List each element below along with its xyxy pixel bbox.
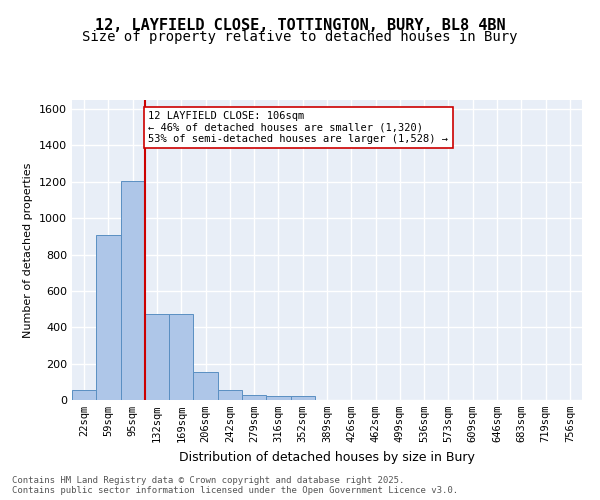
- Bar: [266, 396, 290, 400]
- Y-axis label: Number of detached properties: Number of detached properties: [23, 162, 34, 338]
- Bar: [242, 395, 266, 400]
- Text: Size of property relative to detached houses in Bury: Size of property relative to detached ho…: [82, 30, 518, 44]
- Bar: [121, 181, 145, 400]
- Bar: [96, 234, 121, 400]
- Text: 12 LAYFIELD CLOSE: 106sqm
← 46% of detached houses are smaller (1,320)
53% of se: 12 LAYFIELD CLOSE: 106sqm ← 46% of detac…: [149, 111, 449, 144]
- Bar: [169, 314, 193, 400]
- Bar: [218, 390, 242, 400]
- Bar: [145, 314, 169, 400]
- X-axis label: Distribution of detached houses by size in Bury: Distribution of detached houses by size …: [179, 450, 475, 464]
- Text: Contains HM Land Registry data © Crown copyright and database right 2025.
Contai: Contains HM Land Registry data © Crown c…: [12, 476, 458, 495]
- Bar: [290, 396, 315, 400]
- Text: 12, LAYFIELD CLOSE, TOTTINGTON, BURY, BL8 4BN: 12, LAYFIELD CLOSE, TOTTINGTON, BURY, BL…: [95, 18, 505, 32]
- Bar: [72, 390, 96, 400]
- Bar: [193, 372, 218, 400]
